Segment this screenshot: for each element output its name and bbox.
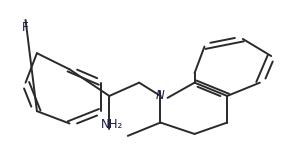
- Text: F: F: [22, 21, 29, 34]
- Text: N: N: [156, 89, 165, 102]
- Text: NH₂: NH₂: [101, 118, 123, 131]
